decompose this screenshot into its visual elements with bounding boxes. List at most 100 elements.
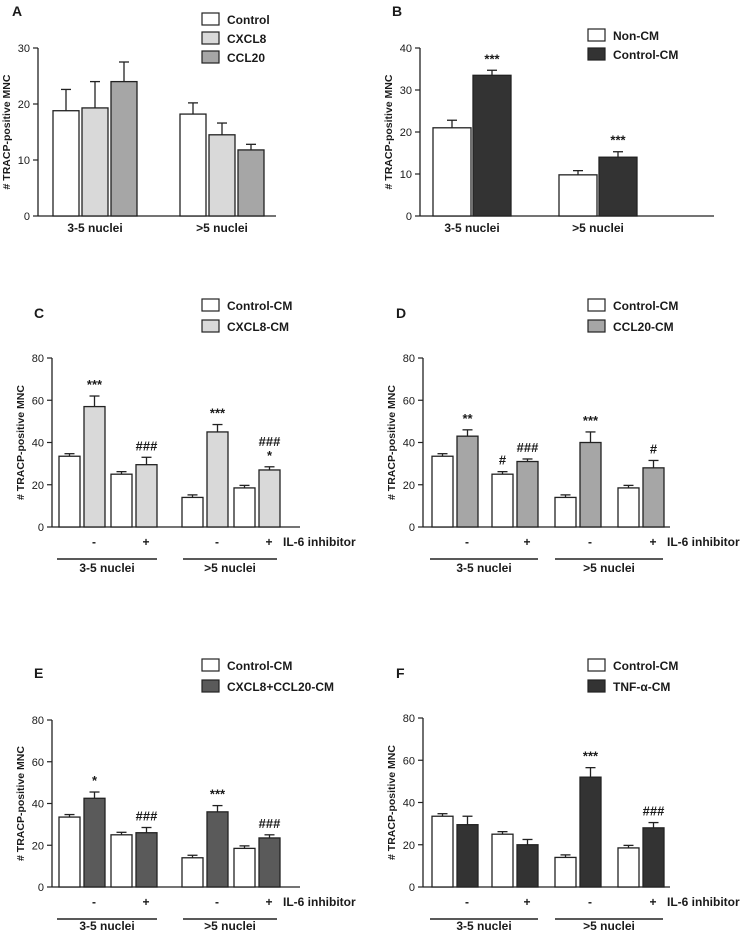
bar xyxy=(491,833,514,888)
bar xyxy=(206,811,229,888)
y-tick-label: 60 xyxy=(403,395,415,407)
y-tick-label: 40 xyxy=(400,43,412,55)
bar xyxy=(110,473,133,528)
group-label: >5 nuclei xyxy=(196,221,248,235)
bar xyxy=(110,80,138,217)
legend-label: CXCL8+CCL20-CM xyxy=(227,680,334,694)
bar xyxy=(110,834,133,888)
y-tick-label: 40 xyxy=(32,438,44,450)
inhibitor-sign: - xyxy=(465,535,469,549)
inhibitor-sign: + xyxy=(265,535,272,549)
group-label: >5 nuclei xyxy=(583,561,635,575)
inhibitor-sign: - xyxy=(465,895,469,909)
inhibitor-sign: - xyxy=(588,895,592,909)
bar xyxy=(432,127,472,217)
panel-a: A 0 10 20 30 # TRACP-positive MNC Control CXCL8… xyxy=(1,3,276,235)
bar xyxy=(516,844,539,888)
significance-label: *** xyxy=(210,406,226,421)
legend-swatch xyxy=(201,319,220,333)
significance-label: *** xyxy=(610,133,626,148)
bar xyxy=(579,441,602,528)
y-tick-label: 40 xyxy=(403,798,415,810)
significance-label: # xyxy=(499,453,507,468)
legend-label: CXCL8 xyxy=(227,32,267,46)
significance-label: *** xyxy=(583,749,599,764)
legend-label: Control-CM xyxy=(227,299,292,313)
significance-label: ### xyxy=(259,434,281,449)
inhibitor-sign: + xyxy=(523,895,530,909)
y-tick-label: 30 xyxy=(18,43,30,55)
bar xyxy=(258,837,281,888)
y-tick-label: 20 xyxy=(32,840,44,852)
legend-swatch xyxy=(201,298,220,312)
inhibitor-sign: - xyxy=(92,535,96,549)
bar xyxy=(83,405,106,528)
significance-label: *** xyxy=(210,787,226,802)
bar xyxy=(206,431,229,528)
y-tick-label: 80 xyxy=(403,353,415,365)
bar xyxy=(617,487,640,528)
bar xyxy=(472,74,512,217)
y-tick-label: 40 xyxy=(403,438,415,450)
treatment-label: IL-6 inhibitor xyxy=(667,895,740,909)
significance-label: ### xyxy=(136,809,158,824)
bar xyxy=(135,464,158,528)
treatment-label: IL-6 inhibitor xyxy=(283,895,356,909)
y-tick-label: 60 xyxy=(32,395,44,407)
bar xyxy=(642,467,665,528)
legend-label: TNF-α-CM xyxy=(613,680,670,694)
significance-label: ### xyxy=(517,440,539,455)
y-tick-label: 10 xyxy=(18,155,30,167)
inhibitor-sign: + xyxy=(142,895,149,909)
panel-letter: C xyxy=(34,305,44,321)
inhibitor-sign: - xyxy=(215,535,219,549)
treatment-label: IL-6 inhibitor xyxy=(283,535,356,549)
legend-label: Control-CM xyxy=(613,659,678,673)
bar xyxy=(258,469,281,528)
significance-label: ### xyxy=(643,804,665,819)
legend-swatch xyxy=(201,50,220,64)
bar xyxy=(554,856,577,888)
y-axis-title: # TRACP-positive MNC xyxy=(1,74,13,189)
bar xyxy=(83,797,106,888)
y-axis-title: # TRACP-positive MNC xyxy=(386,745,398,860)
bar xyxy=(52,110,80,217)
y-tick-label: 80 xyxy=(32,353,44,365)
bar xyxy=(233,487,256,528)
panel-letter: F xyxy=(396,665,405,681)
inhibitor-sign: + xyxy=(523,535,530,549)
legend-label: Control-CM xyxy=(613,299,678,313)
panel-letter: D xyxy=(396,305,406,321)
bar xyxy=(598,156,638,217)
bar xyxy=(237,149,265,217)
legend-swatch xyxy=(587,319,606,333)
inhibitor-sign: + xyxy=(649,895,656,909)
panel-d: D 0 20 40 60 80 # TRACP-positive MNC Control-CM… xyxy=(386,298,740,575)
y-tick-label: 20 xyxy=(400,127,412,139)
y-tick-label: 0 xyxy=(38,522,44,534)
legend-swatch xyxy=(587,28,606,42)
bar xyxy=(58,816,81,888)
y-tick-label: 0 xyxy=(409,522,415,534)
group-label: 3-5 nuclei xyxy=(444,221,499,235)
y-tick-label: 20 xyxy=(18,99,30,111)
legend-swatch xyxy=(201,12,220,26)
panel-letter: B xyxy=(392,3,402,19)
significance-label: *** xyxy=(87,377,103,392)
legend-swatch xyxy=(201,658,220,672)
bar xyxy=(181,496,204,528)
group-label: >5 nuclei xyxy=(204,919,256,933)
y-tick-label: 20 xyxy=(403,480,415,492)
legend-swatch xyxy=(201,679,220,693)
bar xyxy=(208,134,236,217)
bar xyxy=(516,460,539,528)
group-label: >5 nuclei xyxy=(572,221,624,235)
group-label: 3-5 nuclei xyxy=(456,561,511,575)
bar xyxy=(233,847,256,888)
y-tick-label: 0 xyxy=(38,882,44,894)
panel-letter: E xyxy=(34,665,43,681)
legend-label: Control xyxy=(227,13,270,27)
panel-c: C 0 20 40 60 80 # TRACP-positive MNC Control-CM… xyxy=(15,298,356,575)
panel-f: F 0 20 40 60 80 # TRACP-positive MNC Control-CM… xyxy=(386,658,740,933)
y-tick-label: 60 xyxy=(32,757,44,769)
